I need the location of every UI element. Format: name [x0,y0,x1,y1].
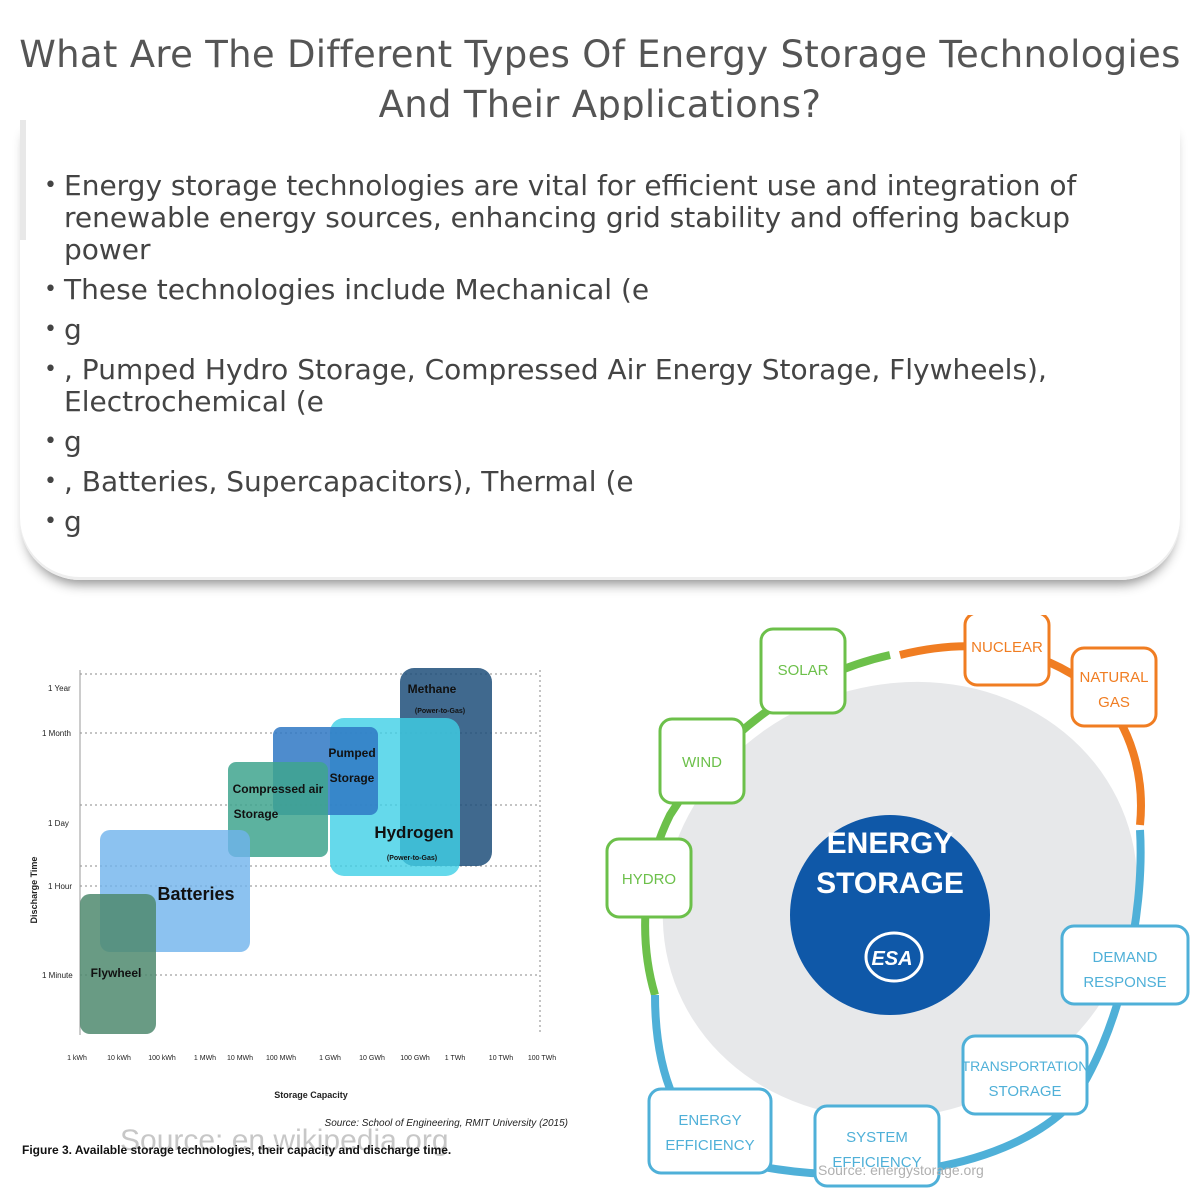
y-tick: 1 Hour [48,882,72,891]
svg-text:NATURAL: NATURAL [1080,669,1149,686]
node-energy-efficiency: ENERGY EFFICIENCY [647,1087,773,1175]
y-tick: 1 Minute [42,971,73,980]
bullet-item: These technologies include Mechanical (e [44,274,1154,307]
figure-watermark: Source: en.wikipedia.org [120,1124,449,1157]
bullet-card: Energy storage technologies are vital fo… [20,120,1180,580]
svg-text:STORAGE: STORAGE [988,1083,1061,1100]
storage-chart-svg: Methane (Power-to-Gas) Hydrogen (Power-t… [22,668,568,1157]
x-tick: 100 MWh [266,1055,296,1062]
energy-storage-diagram: ENERGY STORAGE ESA SOLAR WIND HYDRO NUCL… [600,611,1200,1200]
x-tick: 10 kWh [107,1055,131,1062]
center-label-line1: ENERGY [827,827,954,860]
tech-label-pumped-2: Storage [330,771,375,785]
x-tick: 1 TWh [445,1055,466,1062]
y-tick: 1 Day [48,819,69,828]
center-label-line2: STORAGE [816,867,964,900]
tech-box-flywheel [80,894,156,1034]
svg-text:SYSTEM: SYSTEM [846,1129,908,1146]
node-transportation-storage: TRANSPORTATION STORAGE [961,1034,1089,1116]
bullet-list: Energy storage technologies are vital fo… [44,170,1154,546]
svg-text:DEMAND: DEMAND [1092,949,1157,966]
svg-text:GAS: GAS [1098,694,1130,711]
tech-sub-hydrogen: (Power-to-Gas) [387,855,437,862]
x-tick: 1 GWh [319,1055,341,1062]
node-demand-response: DEMAND RESPONSE [1060,924,1190,1006]
x-tick: 10 GWh [359,1055,385,1062]
x-tick: 100 TWh [528,1055,556,1062]
node-solar: SOLAR [759,627,847,715]
page-title: What Are The Different Types Of Energy S… [19,33,1181,126]
svg-text:EFFICIENCY: EFFICIENCY [665,1137,754,1154]
x-tick: 1 kWh [67,1055,87,1062]
node-nuclear: NUCLEAR [963,611,1051,687]
bullet-item: Energy storage technologies are vital fo… [44,170,1154,266]
bullet-item: g [44,426,1154,459]
node-wind: WIND [658,717,746,805]
svg-text:HYDRO: HYDRO [622,871,676,888]
svg-text:TRANSPORTATION: TRANSPORTATION [962,1058,1089,1074]
node-system-efficiency: SYSTEM EFFICIENCY [813,1104,941,1188]
tech-label-compressed-2: Storage [234,807,279,821]
x-tick: 10 MWh [227,1055,253,1062]
tech-sub-methane: (Power-to-Gas) [415,708,465,715]
y-tick: 1 Year [48,684,71,693]
bullet-item: , Pumped Hydro Storage, Compressed Air E… [44,354,1154,418]
tech-label-hydrogen: Hydrogen [374,823,453,842]
node-natural-gas: NATURAL GAS [1070,646,1158,728]
x-tick: 1 MWh [194,1055,216,1062]
y-ticks: 1 Year 1 Month 1 Day 1 Hour 1 Minute [42,684,73,980]
figure-caption: Figure 3. Available storage technologies… [22,1143,451,1157]
svg-text:NUCLEAR: NUCLEAR [971,639,1043,656]
bullet-item: , Batteries, Supercapacitors), Thermal (… [44,466,1154,499]
esa-logo-icon [864,931,924,983]
tech-label-methane: Methane [408,682,457,696]
tech-label-batteries: Batteries [157,884,234,904]
x-axis-label: Storage Capacity [274,1090,348,1100]
storage-technologies-figure: Methane (Power-to-Gas) Hydrogen (Power-t… [20,640,580,1170]
y-tick: 1 Month [42,729,71,738]
svg-text:SOLAR: SOLAR [778,662,829,679]
tech-label-pumped-1: Pumped [328,746,375,760]
tech-label-compressed-1: Compressed air [233,782,324,796]
bullet-item: g [44,314,1154,347]
svg-text:RESPONSE: RESPONSE [1083,974,1166,991]
energy-storage-svg: ENERGY STORAGE ESA SOLAR WIND HYDRO NUCL… [605,611,1190,1188]
x-tick: 100 GWh [400,1055,430,1062]
y-axis-label: Discharge Time [29,857,39,924]
svg-text:WIND: WIND [682,754,722,771]
energy-storage-circle [790,815,990,1015]
figure-source: Source: School of Engineering, RMIT Univ… [325,1118,568,1129]
esa-logo-text: ESA [871,948,912,970]
tech-label-flywheel: Flywheel [91,966,142,980]
x-ticks: 1 kWh 10 kWh 100 kWh 1 MWh 10 MWh 100 MW… [67,1055,556,1062]
x-tick: 100 kWh [148,1055,176,1062]
tech-box-compressed-air [228,762,328,857]
svg-text:ENERGY: ENERGY [678,1112,741,1129]
svg-text:EFFICIENCY: EFFICIENCY [832,1154,921,1171]
bullet-item: g [44,506,1154,539]
x-tick: 10 TWh [489,1055,513,1062]
diagram-watermark: Source: energystorage.org [818,1162,984,1178]
node-hydro: HYDRO [605,837,693,919]
